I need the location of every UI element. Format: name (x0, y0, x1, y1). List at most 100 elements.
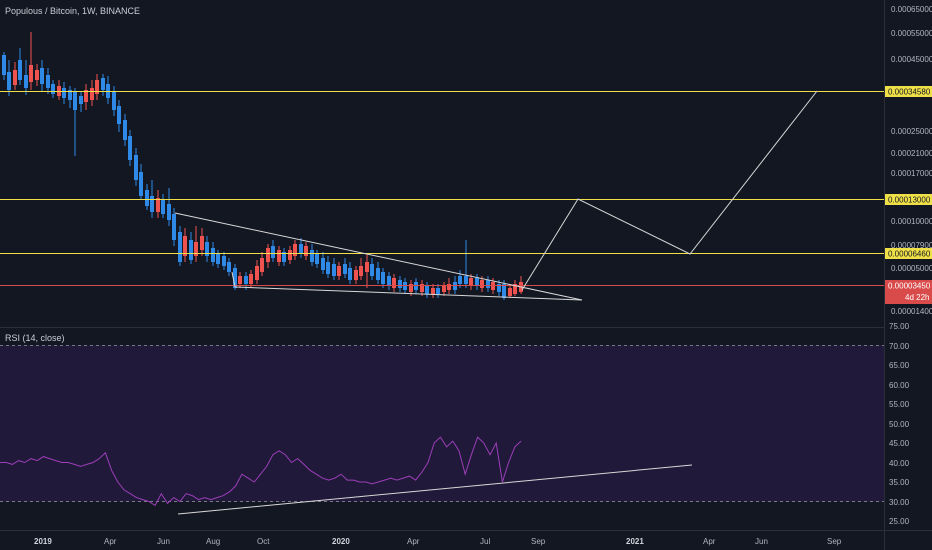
candle-body (409, 284, 413, 292)
candle-body (464, 276, 468, 284)
candle-body (123, 120, 127, 140)
price-tick-3: 0.00045000 (891, 55, 932, 64)
candle-body (167, 204, 171, 220)
candle-body (150, 196, 154, 212)
candle-body (458, 276, 462, 284)
candle-body (101, 78, 105, 90)
candle-body (95, 80, 99, 94)
candle-body (255, 266, 259, 280)
candle-body (398, 280, 402, 288)
candle-body (370, 264, 374, 276)
time-tick-jun-2: Jun (755, 537, 768, 546)
candle-body (7, 72, 11, 90)
candle-body (35, 70, 39, 80)
candle-body (216, 254, 220, 264)
level-tag-2-text: 0.00013000 (888, 196, 931, 205)
candle-body (227, 262, 231, 272)
candle-body (244, 276, 248, 284)
candle-body (420, 284, 424, 292)
candle-body (73, 92, 77, 110)
candle-body (392, 278, 396, 288)
rsi-trend-line[interactable] (177, 464, 693, 515)
candle-body (475, 278, 479, 286)
price-tick-4: 0.00025000 (891, 127, 932, 136)
candle-body (447, 284, 451, 290)
rsi-indicator-label[interactable]: RSI (14, close) (5, 333, 65, 343)
candle-body (249, 274, 253, 284)
candle-body (62, 88, 66, 98)
level-tag-1-text: 0.00034580 (888, 88, 931, 97)
price-tick-5: 0.00021000 (891, 149, 932, 158)
candle-body (469, 278, 473, 286)
candle-body (436, 288, 440, 294)
rsi-tick-75: 75.00 (889, 322, 910, 331)
time-tick-apr-2: Apr (407, 537, 420, 546)
level-tag-2[interactable]: 0.00013000 (885, 194, 932, 205)
current-price-tag[interactable]: 0.00003450 4d 22h (885, 280, 932, 304)
time-tick-apr-3: Apr (703, 537, 716, 546)
candle-body (194, 242, 198, 256)
projection-path[interactable] (521, 90, 818, 291)
time-tick-oct: Oct (257, 537, 270, 546)
rsi-tick-65: 65.00 (889, 361, 910, 370)
candle-body (304, 246, 308, 256)
candle-body (205, 242, 209, 256)
candle-body (508, 288, 512, 296)
price-pane-background (0, 0, 884, 327)
chart-title: Populous / Bitcoin, 1W, BINANCE (5, 6, 141, 16)
time-tick-apr: Apr (104, 537, 117, 546)
candle-body (134, 155, 138, 180)
candle-body (486, 280, 490, 288)
candle-body (387, 276, 391, 286)
price-tick-9: 0.00001400 (891, 307, 932, 316)
candle-body (2, 55, 6, 75)
rsi-line (0, 436, 522, 507)
candle-body (354, 270, 358, 280)
rsi-band-fill (0, 345, 884, 502)
time-tick-aug: Aug (206, 537, 220, 546)
rsi-tick-25: 25.00 (889, 517, 910, 526)
candle-body (425, 286, 429, 294)
time-tick-jul: Jul (480, 537, 490, 546)
candle-body (310, 250, 314, 262)
rsi-tick-30: 30.00 (889, 498, 910, 507)
candle-body (238, 276, 242, 284)
wedge-lower-line[interactable] (234, 286, 583, 301)
price-tick-6: 0.00017000 (891, 169, 932, 178)
wedge-upper-line[interactable] (174, 212, 583, 301)
candle-body (271, 246, 275, 258)
candle-body (145, 190, 149, 206)
rsi-tick-60: 60.00 (889, 381, 910, 390)
candle-body (260, 258, 264, 272)
candle-body (51, 84, 55, 94)
candle-body (348, 268, 352, 280)
candle-body (46, 75, 50, 88)
time-tick-2021: 2021 (626, 537, 644, 546)
candle-body (293, 244, 297, 256)
candle-body (40, 68, 44, 84)
candle-body (315, 254, 319, 264)
price-tick-2: 0.00055000 (891, 29, 932, 38)
trend-drawings[interactable] (174, 90, 818, 301)
candle-body (502, 284, 506, 298)
current-price-text: 0.00003450 (888, 282, 931, 291)
level-tag-1[interactable]: 0.00034580 (885, 86, 932, 97)
candle-body (178, 232, 182, 262)
rsi-tick-45: 45.00 (889, 439, 910, 448)
candle-body (343, 264, 347, 274)
level-tag-3[interactable]: 0.00006460 (885, 248, 932, 259)
time-tick-2020: 2020 (332, 537, 350, 546)
candle-body (381, 272, 385, 284)
candle-body (29, 65, 33, 82)
price-tick-hidden: 0.00007900 (891, 241, 932, 250)
candle-body (497, 284, 501, 292)
candle-body (288, 250, 292, 260)
rsi-tick-40: 40.00 (889, 459, 910, 468)
price-tick-1: 0.00065000 (891, 5, 932, 14)
candle-body (139, 172, 143, 196)
candle-body (156, 198, 160, 212)
wedge-left-edge[interactable] (231, 271, 236, 288)
candle-body (79, 96, 83, 104)
candle-body (13, 70, 17, 85)
